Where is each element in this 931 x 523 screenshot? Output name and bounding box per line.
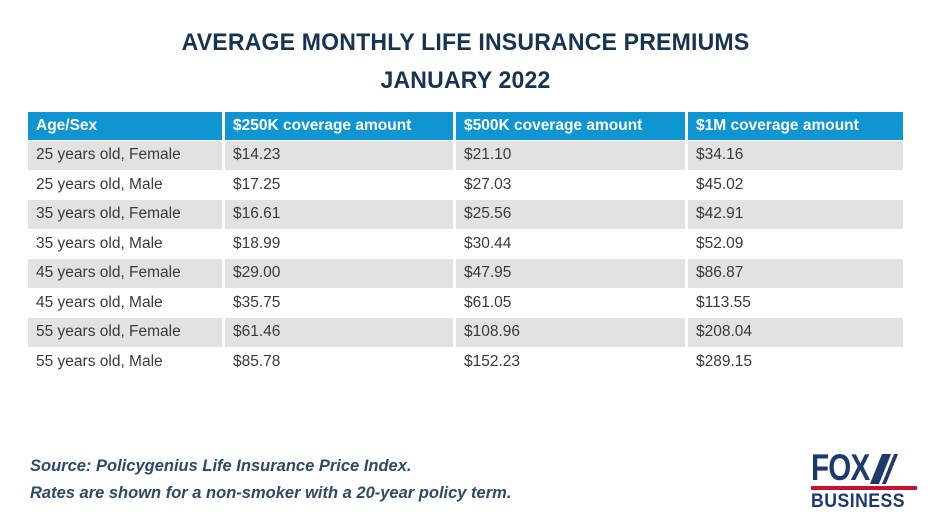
premiums-table: Age/Sex $250K coverage amount $500K cove…: [28, 112, 903, 377]
table-row: 35 years old, Male $18.99 $30.44 $52.09: [28, 229, 903, 259]
table-row: 55 years old, Female $61.46 $108.96 $208…: [28, 318, 903, 348]
cell-500k: $47.95: [456, 259, 688, 289]
cell-250k: $29.00: [225, 259, 456, 289]
cell-500k: $21.10: [456, 141, 688, 171]
cell-1m: $208.04: [688, 318, 903, 348]
cell-1m: $52.09: [688, 230, 903, 259]
cell-500k: $30.44: [456, 229, 688, 259]
cell-500k: $152.23: [456, 347, 688, 377]
cell-age-sex: 45 years old, Female: [28, 259, 225, 289]
fox-business-logo: FOX BUSINESS: [811, 447, 917, 512]
cell-500k: $108.96: [456, 318, 688, 348]
cell-250k: $16.61: [225, 200, 456, 230]
cell-500k: $61.05: [456, 288, 688, 318]
cell-age-sex: 25 years old, Female: [28, 141, 225, 171]
cell-1m: $34.16: [688, 141, 903, 171]
source-line-2: Rates are shown for a non-smoker with a …: [30, 484, 512, 502]
cell-1m: $45.02: [688, 171, 903, 200]
cell-age-sex: 35 years old, Female: [28, 200, 225, 230]
cell-500k: $25.56: [456, 200, 688, 230]
cell-250k: $17.25: [225, 170, 456, 200]
cell-500k: $27.03: [456, 170, 688, 200]
header-cell-1m: $1M coverage amount: [688, 112, 903, 141]
cell-250k: $85.78: [225, 347, 456, 377]
header-cell-age-sex: Age/Sex: [28, 112, 225, 141]
fox-logo-top-row: FOX: [811, 447, 917, 488]
table-row: 35 years old, Female $16.61 $25.56 $42.9…: [28, 200, 903, 230]
cell-250k: $61.46: [225, 318, 456, 348]
cell-250k: $14.23: [225, 141, 456, 171]
fox-searchlight-icon: [870, 454, 899, 484]
business-logo-text: BUSINESS: [811, 491, 906, 512]
cell-1m: $113.55: [688, 289, 903, 318]
source-line-1: Source: Policygenius Life Insurance Pric…: [30, 457, 412, 475]
page-subtitle: JANUARY 2022: [380, 67, 551, 94]
cell-250k: $35.75: [225, 288, 456, 318]
table-header-row: Age/Sex $250K coverage amount $500K cove…: [28, 112, 903, 141]
cell-age-sex: 35 years old, Male: [28, 229, 225, 259]
cell-250k: $18.99: [225, 229, 456, 259]
title-block: AVERAGE MONTHLY LIFE INSURANCE PREMIUMS …: [0, 24, 931, 100]
table-row: 55 years old, Male $85.78 $152.23 $289.1…: [28, 347, 903, 377]
cell-1m: $42.91: [688, 200, 903, 230]
cell-age-sex: 25 years old, Male: [28, 170, 225, 200]
cell-1m: $86.87: [688, 259, 903, 289]
table-row: 25 years old, Female $14.23 $21.10 $34.1…: [28, 141, 903, 171]
fox-logo-text: FOX: [811, 447, 870, 488]
header-cell-500k: $500K coverage amount: [456, 112, 688, 141]
page-title: AVERAGE MONTHLY LIFE INSURANCE PREMIUMS: [181, 29, 750, 56]
table-row: 45 years old, Male $35.75 $61.05 $113.55: [28, 288, 903, 318]
table-row: 25 years old, Male $17.25 $27.03 $45.02: [28, 170, 903, 200]
logo-red-bar: [811, 486, 917, 490]
source-note: Source: Policygenius Life Insurance Pric…: [30, 453, 511, 507]
header-cell-250k: $250K coverage amount: [225, 112, 456, 141]
cell-1m: $289.15: [688, 348, 903, 377]
cell-age-sex: 55 years old, Male: [28, 347, 225, 377]
table-row: 45 years old, Female $29.00 $47.95 $86.8…: [28, 259, 903, 289]
cell-age-sex: 45 years old, Male: [28, 288, 225, 318]
cell-age-sex: 55 years old, Female: [28, 318, 225, 348]
